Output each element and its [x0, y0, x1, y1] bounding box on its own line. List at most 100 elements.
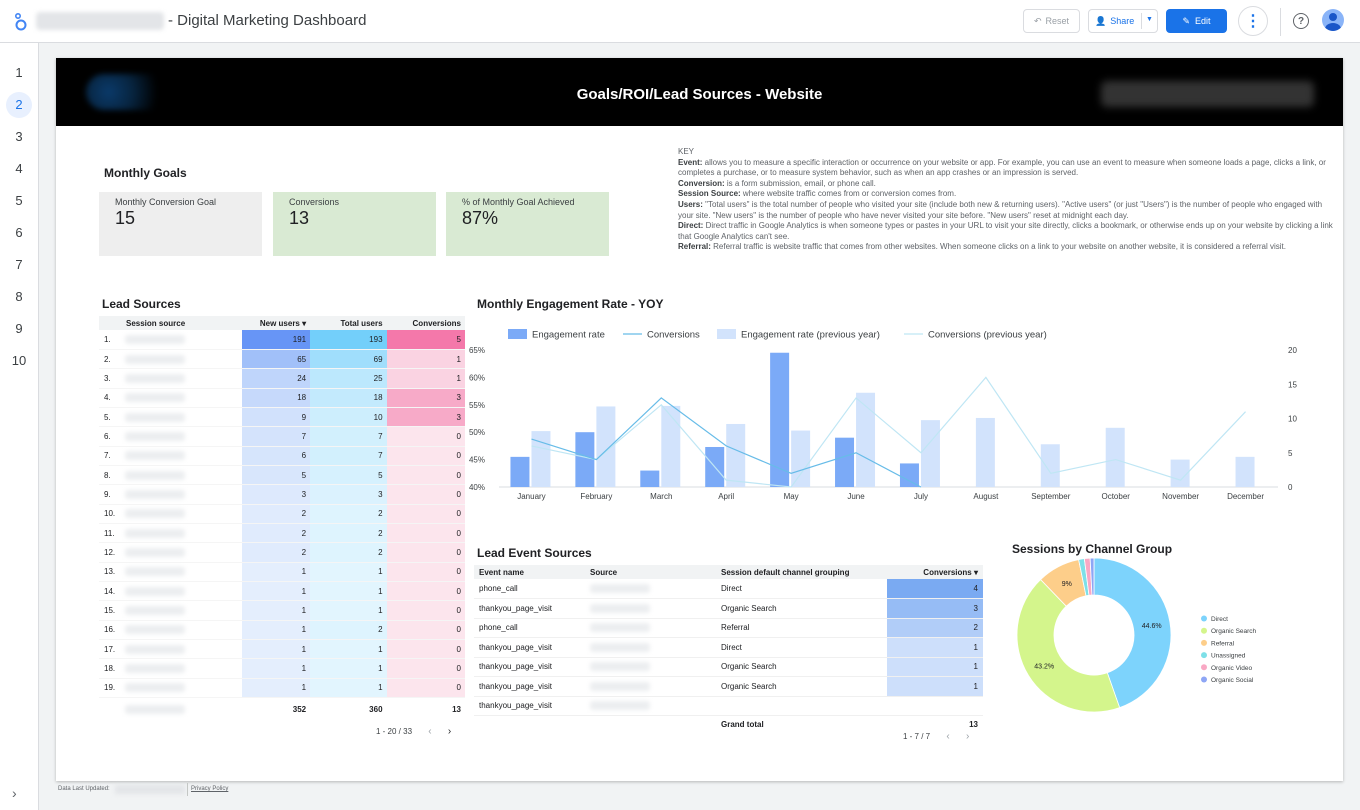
looker-studio-logo-icon[interactable]: [12, 12, 30, 32]
table-row[interactable]: 9. 3 3 0: [99, 484, 465, 505]
table-row[interactable]: 18. 1 1 0: [99, 658, 465, 679]
chevron-right-icon[interactable]: ›: [965, 731, 970, 742]
key-text: "Total users" is the total number of peo…: [678, 199, 1323, 220]
conversions-cell: 1: [386, 368, 465, 389]
table-row[interactable]: thankyou_page_visit Organic Search 1: [474, 676, 983, 697]
table-row[interactable]: 7. 6 7 0: [99, 446, 465, 466]
table-row[interactable]: 13. 1 1 0: [99, 562, 465, 582]
session-source-redacted: [121, 330, 242, 350]
conversions-cell: [887, 696, 983, 716]
column-header-session-source[interactable]: Session source: [99, 316, 242, 330]
table-row[interactable]: thankyou_page_visit: [474, 696, 983, 716]
new-users-cell: 2: [241, 542, 311, 563]
table-row[interactable]: 14. 1 1 0: [99, 581, 465, 602]
column-header-new-users[interactable]: New users ▾: [241, 316, 311, 330]
edit-button[interactable]: ✎ Edit: [1166, 9, 1227, 33]
legend-swatch: [508, 329, 527, 339]
page-link-7[interactable]: 7: [15, 257, 23, 272]
page-link-2[interactable]: 2: [6, 92, 32, 118]
column-header-conversions[interactable]: Conversions ▾: [887, 565, 983, 579]
scorecard-value: 15: [115, 208, 136, 228]
table-row[interactable]: 1. 191 193 5: [99, 330, 465, 350]
engagement-chart-title: Monthly Engagement Rate - YOY: [477, 297, 664, 311]
table-row[interactable]: thankyou_page_visit Organic Search 3: [474, 598, 983, 619]
key-text: Direct traffic in Google Analytics is wh…: [678, 221, 1333, 241]
avatar[interactable]: [1322, 9, 1344, 31]
bar-engagement-rate-previous-year: [856, 392, 876, 487]
edit-label: Edit: [1195, 16, 1211, 26]
table-row[interactable]: 11. 2 2 0: [99, 523, 465, 544]
chevron-left-icon[interactable]: ‹: [428, 726, 432, 737]
page-link-6[interactable]: 6: [15, 225, 23, 240]
page-link-4[interactable]: 4: [15, 161, 23, 176]
x-tick-label: March: [650, 492, 672, 501]
bar-engagement-rate: [705, 446, 725, 487]
total-users-cell: 1: [310, 678, 387, 699]
scorecard-conversions[interactable]: Conversions 13: [273, 192, 436, 256]
channel-cell: Direct: [716, 579, 887, 599]
monthly-goals-title: Monthly Goals: [104, 166, 187, 180]
table-row[interactable]: 2. 65 69 1: [99, 349, 465, 370]
table-row[interactable]: 4. 18 18 3: [99, 388, 465, 408]
table-row[interactable]: phone_call Direct 4: [474, 579, 983, 599]
totals-row: 352 360 13: [99, 697, 465, 722]
share-dropdown-icon[interactable]: ▼: [1146, 16, 1153, 23]
event-name-cell: thankyou_page_visit: [474, 696, 585, 716]
table-row[interactable]: thankyou_page_visit Direct 1: [474, 637, 983, 658]
share-button[interactable]: 👤 Share ▼: [1088, 9, 1158, 33]
x-tick-label: December: [1227, 492, 1264, 501]
conversions-cell: 3: [386, 388, 465, 408]
total-users-cell: 1: [310, 581, 387, 602]
help-icon[interactable]: ?: [1293, 13, 1309, 29]
new-users-cell: 1: [241, 600, 311, 621]
row-number: 3.: [99, 368, 122, 389]
table-row[interactable]: phone_call Referral 2: [474, 618, 983, 638]
more-options-icon[interactable]: ⋮: [1238, 6, 1268, 36]
lead-sources-pager: 1 - 20 / 33 ‹ ›: [376, 726, 451, 737]
report-title[interactable]: - Digital Marketing Dashboard: [168, 12, 367, 29]
column-header-channel-grouping[interactable]: Session default channel grouping: [716, 565, 887, 579]
page-link-10[interactable]: 10: [11, 353, 27, 368]
event-name-cell: thankyou_page_visit: [474, 598, 585, 619]
scorecard-goal-achieved[interactable]: % of Monthly Goal Achieved 87%: [446, 192, 609, 256]
grand-total-label: Grand total: [721, 720, 764, 730]
column-header-conversions[interactable]: Conversions: [386, 316, 465, 330]
new-users-cell: 1: [241, 639, 311, 660]
row-number: 18.: [99, 658, 122, 679]
reset-button[interactable]: ↶ Reset: [1023, 9, 1080, 33]
scorecard-conversion-goal[interactable]: Monthly Conversion Goal 15: [99, 192, 262, 256]
table-row[interactable]: 6. 7 7 0: [99, 426, 465, 447]
table-row[interactable]: 3. 24 25 1: [99, 368, 465, 389]
bar-engagement-rate-previous-year: [975, 417, 995, 487]
table-row[interactable]: 12. 2 2 0: [99, 542, 465, 563]
page-link-1[interactable]: 1: [15, 65, 23, 80]
report-name-redacted: [36, 12, 164, 30]
y-left-tick-label: 40%: [469, 483, 485, 492]
chevron-right-icon[interactable]: ›: [447, 726, 452, 737]
page-link-9[interactable]: 9: [15, 321, 23, 336]
page-link-3[interactable]: 3: [15, 129, 23, 144]
privacy-policy-link[interactable]: Privacy Policy: [191, 786, 229, 792]
column-header-source[interactable]: Source: [585, 565, 716, 579]
row-number: 4.: [99, 388, 122, 408]
table-row[interactable]: 19. 1 1 0: [99, 678, 465, 699]
legend-swatch: [1201, 627, 1207, 634]
page-link-5[interactable]: 5: [15, 193, 23, 208]
table-row[interactable]: 8. 5 5 0: [99, 465, 465, 486]
expand-sidebar-icon[interactable]: ›: [12, 785, 17, 801]
column-header-event-name[interactable]: Event name: [474, 565, 585, 579]
banner-title: Goals/ROI/Lead Sources - Website: [576, 86, 823, 103]
x-tick-label: September: [1031, 492, 1070, 501]
bar-engagement-rate: [835, 437, 855, 487]
chevron-left-icon[interactable]: ‹: [946, 731, 950, 742]
column-header-total-users[interactable]: Total users: [310, 316, 387, 330]
table-row[interactable]: 15. 1 1 0: [99, 600, 465, 621]
legend-label: Conversions: [647, 330, 700, 341]
table-row[interactable]: 5. 9 10 3: [99, 407, 465, 428]
table-row[interactable]: 16. 1 2 0: [99, 620, 465, 641]
pager-range: 1 - 20 / 33: [376, 727, 413, 736]
table-row[interactable]: thankyou_page_visit Organic Search 1: [474, 657, 983, 677]
page-link-8[interactable]: 8: [15, 289, 23, 304]
table-row[interactable]: 17. 1 1 0: [99, 639, 465, 660]
table-row[interactable]: 10. 2 2 0: [99, 504, 465, 524]
